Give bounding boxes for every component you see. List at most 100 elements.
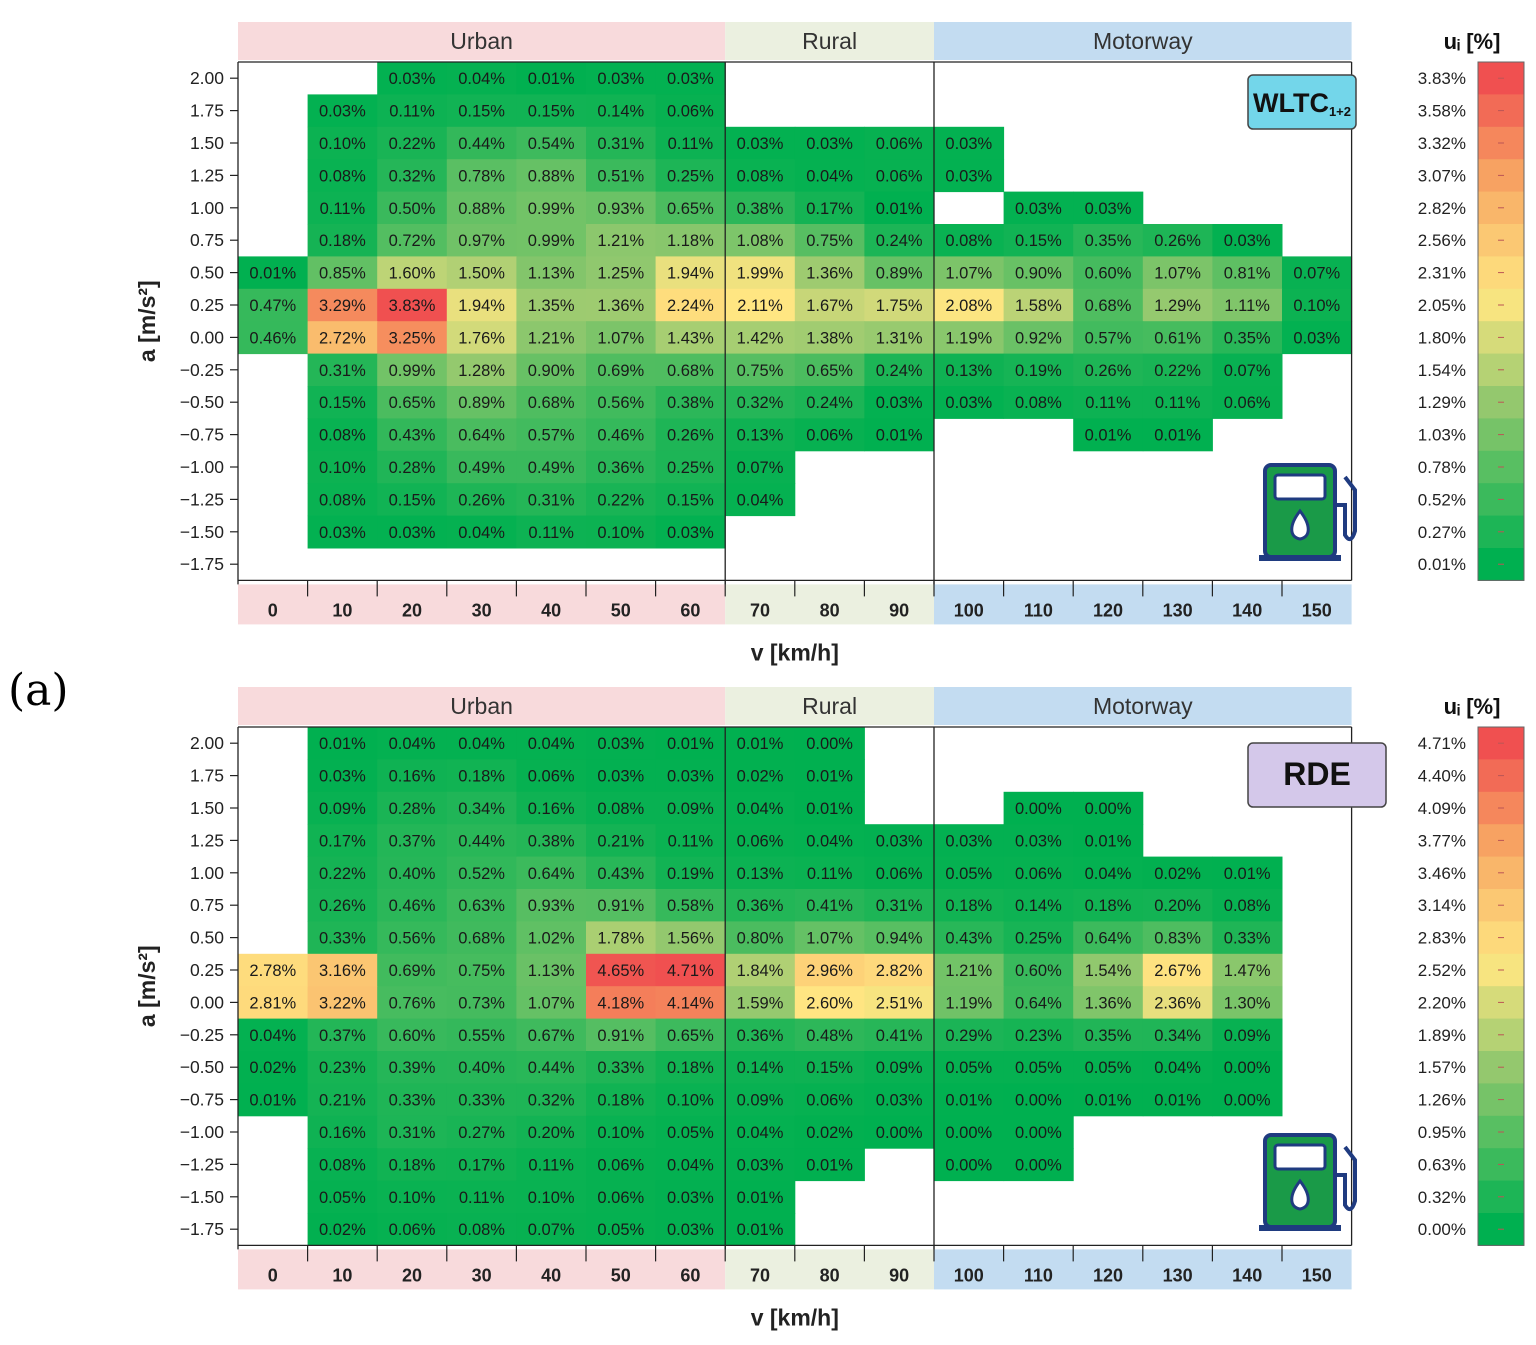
cell-label: 0.05% <box>945 865 992 883</box>
heatmap-cell <box>377 1018 448 1052</box>
heatmap-cell <box>516 856 587 890</box>
zone-axis-band-rural <box>725 1249 934 1290</box>
cycle-badge-subscript: 1+2 <box>1329 104 1351 119</box>
cell-label: 0.26% <box>319 897 366 915</box>
heatmap-cell <box>1003 856 1074 890</box>
heatmap-cell <box>794 727 865 760</box>
heatmap-cell <box>1142 418 1213 452</box>
heatmap-cell <box>586 353 657 387</box>
heatmap-cell <box>934 159 1005 193</box>
cell-label: 1.18% <box>667 232 714 250</box>
y-tick-label: −0.50 <box>180 1057 225 1077</box>
heatmap-cell <box>307 321 378 355</box>
cell-label: 0.14% <box>737 1059 784 1077</box>
heatmap-cell <box>1073 1083 1144 1117</box>
heatmap-cell <box>934 321 1005 355</box>
heatmap-cell <box>586 1180 657 1214</box>
heatmap-cell <box>377 321 448 355</box>
heatmap-cell <box>934 1115 1005 1149</box>
heatmap-cell <box>446 1180 517 1214</box>
y-tick-label: 1.25 <box>190 830 224 850</box>
heatmap-cell <box>1142 256 1213 290</box>
heatmap-cell <box>377 759 448 793</box>
cell-label: 0.10% <box>597 1124 644 1142</box>
cell-label: 0.01% <box>1085 1092 1132 1110</box>
cell-label: 0.00% <box>945 1124 992 1142</box>
cell-label: 4.71% <box>667 962 714 980</box>
cell-label: 0.01% <box>1085 832 1132 850</box>
cell-label: 0.06% <box>597 1189 644 1207</box>
heatmap-cell <box>586 62 657 95</box>
fuel-drop <box>1290 1178 1310 1211</box>
x-tick-label: 70 <box>750 1265 770 1285</box>
heatmap-cell <box>725 256 796 290</box>
colorbar-tick-label: 0.01% <box>1418 555 1466 574</box>
cell-label: 0.01% <box>876 200 923 218</box>
cell-label: 0.11% <box>668 832 714 850</box>
cell-label: 0.69% <box>389 962 436 980</box>
cell-label: 0.03% <box>319 524 366 542</box>
heatmap-cell <box>446 1148 517 1182</box>
cell-label: 1.07% <box>945 265 992 283</box>
cell-label: 0.99% <box>528 232 575 250</box>
heatmap-cell <box>1073 191 1144 225</box>
heatmap-cell <box>864 288 935 322</box>
heatmap-cell <box>725 159 796 193</box>
y-tick-label: −0.25 <box>180 360 224 380</box>
cell-label: 0.38% <box>737 200 784 218</box>
heatmap-cell <box>516 1018 587 1052</box>
y-tick-label: 0.25 <box>190 295 224 315</box>
cell-label: 0.03% <box>1085 200 1132 218</box>
cell-label: 0.10% <box>528 1189 575 1207</box>
heatmap-cell <box>307 483 378 517</box>
heatmap-cell <box>446 353 517 387</box>
pump-hose <box>1335 475 1357 542</box>
cell-label: 0.19% <box>1015 362 1062 380</box>
cell-label: 0.15% <box>319 394 366 412</box>
heatmap-cell <box>794 1018 865 1052</box>
cell-label: 0.75% <box>806 232 853 250</box>
cell-label: 0.00% <box>1015 1092 1062 1110</box>
heatmap-cell <box>934 889 1005 922</box>
y-tick-label: 2.00 <box>190 68 224 88</box>
heatmap-cell <box>377 256 448 290</box>
heatmap-cell <box>586 1083 657 1117</box>
heatmap-cell <box>377 986 448 1020</box>
x-tick-label: 140 <box>1232 600 1262 620</box>
cell-label: 0.03% <box>1015 832 1062 850</box>
y-tick-label: −1.25 <box>180 489 224 509</box>
cell-label: 0.31% <box>528 491 575 509</box>
heatmap-cell <box>446 483 517 517</box>
cell-label: 0.02% <box>319 1221 366 1239</box>
heatmap-cell <box>377 353 448 387</box>
heatmap-cell <box>446 191 517 225</box>
cell-label: 0.06% <box>806 1092 853 1110</box>
cell-label: 0.43% <box>597 865 644 883</box>
x-tick-label: 90 <box>889 1265 909 1285</box>
x-tick-label: 120 <box>1093 1265 1123 1285</box>
cell-label: 0.26% <box>1154 232 1201 250</box>
x-tick-label: 10 <box>332 1265 352 1285</box>
heatmap-cell <box>307 824 378 858</box>
cell-label: 3.29% <box>319 297 366 315</box>
colorbar-tick-label: 1.03% <box>1418 426 1466 445</box>
cell-label: 0.64% <box>1015 994 1062 1012</box>
zone-header-rural <box>725 22 934 60</box>
heatmap-cell <box>655 515 726 549</box>
cell-label: 1.56% <box>667 930 714 948</box>
heatmap-cell <box>446 986 517 1020</box>
cell-label: 0.69% <box>597 362 644 380</box>
cell-label: 0.15% <box>1015 232 1062 250</box>
zone-header-motorway <box>934 687 1352 725</box>
cell-label: 0.04% <box>1154 1059 1201 1077</box>
cell-label: 0.03% <box>597 70 644 88</box>
heatmap-cell <box>934 126 1005 160</box>
heatmap-cell <box>1073 386 1144 419</box>
heatmap-cell <box>377 1115 448 1149</box>
heatmap-cell <box>934 386 1005 419</box>
colorbar-tick-label: 1.80% <box>1418 328 1466 347</box>
heatmap-cell <box>307 386 378 419</box>
cell-label: 0.33% <box>1224 930 1271 948</box>
cell-label: 0.01% <box>806 768 853 786</box>
heatmap-cell <box>1003 288 1074 322</box>
